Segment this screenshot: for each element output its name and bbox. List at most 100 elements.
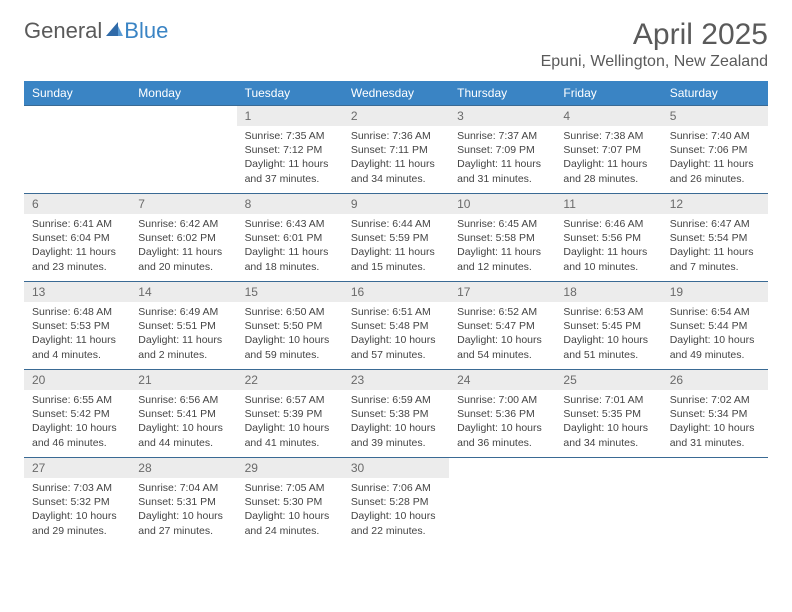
daylight-text: Daylight: 11 hours and 23 minutes. xyxy=(32,245,122,273)
day-number: 17 xyxy=(449,282,555,302)
calendar-cell xyxy=(449,458,555,546)
day-details: Sunrise: 6:46 AMSunset: 5:56 PMDaylight:… xyxy=(555,214,661,280)
sunrise-text: Sunrise: 7:37 AM xyxy=(457,129,547,143)
day-number: 30 xyxy=(343,458,449,478)
sunset-text: Sunset: 7:09 PM xyxy=(457,143,547,157)
day-number: 20 xyxy=(24,370,130,390)
calendar-cell: 23Sunrise: 6:59 AMSunset: 5:38 PMDayligh… xyxy=(343,370,449,458)
day-number: 15 xyxy=(237,282,343,302)
day-details: Sunrise: 6:47 AMSunset: 5:54 PMDaylight:… xyxy=(662,214,768,280)
daylight-text: Daylight: 10 hours and 22 minutes. xyxy=(351,509,441,537)
sunrise-text: Sunrise: 6:46 AM xyxy=(563,217,653,231)
brand-text-part1: General xyxy=(24,18,102,44)
sunset-text: Sunset: 5:58 PM xyxy=(457,231,547,245)
sunset-text: Sunset: 5:41 PM xyxy=(138,407,228,421)
sunset-text: Sunset: 5:31 PM xyxy=(138,495,228,509)
day-details: Sunrise: 6:50 AMSunset: 5:50 PMDaylight:… xyxy=(237,302,343,368)
calendar-cell: 4Sunrise: 7:38 AMSunset: 7:07 PMDaylight… xyxy=(555,106,661,194)
calendar-cell: 28Sunrise: 7:04 AMSunset: 5:31 PMDayligh… xyxy=(130,458,236,546)
sunset-text: Sunset: 7:12 PM xyxy=(245,143,335,157)
sunrise-text: Sunrise: 6:50 AM xyxy=(245,305,335,319)
sunrise-text: Sunrise: 7:02 AM xyxy=(670,393,760,407)
calendar-cell: 30Sunrise: 7:06 AMSunset: 5:28 PMDayligh… xyxy=(343,458,449,546)
sunset-text: Sunset: 5:54 PM xyxy=(670,231,760,245)
weekday-header: Monday xyxy=(130,81,236,106)
sunrise-text: Sunrise: 6:47 AM xyxy=(670,217,760,231)
daylight-text: Daylight: 11 hours and 26 minutes. xyxy=(670,157,760,185)
sunrise-text: Sunrise: 6:55 AM xyxy=(32,393,122,407)
location-text: Epuni, Wellington, New Zealand xyxy=(541,53,768,71)
sunset-text: Sunset: 5:51 PM xyxy=(138,319,228,333)
daylight-text: Daylight: 10 hours and 57 minutes. xyxy=(351,333,441,361)
calendar-cell: 17Sunrise: 6:52 AMSunset: 5:47 PMDayligh… xyxy=(449,282,555,370)
sunset-text: Sunset: 5:36 PM xyxy=(457,407,547,421)
daylight-text: Daylight: 10 hours and 39 minutes. xyxy=(351,421,441,449)
day-number: 28 xyxy=(130,458,236,478)
day-details: Sunrise: 7:00 AMSunset: 5:36 PMDaylight:… xyxy=(449,390,555,456)
day-number: 27 xyxy=(24,458,130,478)
calendar-cell: 25Sunrise: 7:01 AMSunset: 5:35 PMDayligh… xyxy=(555,370,661,458)
day-details: Sunrise: 7:02 AMSunset: 5:34 PMDaylight:… xyxy=(662,390,768,456)
calendar-cell: 6Sunrise: 6:41 AMSunset: 6:04 PMDaylight… xyxy=(24,194,130,282)
sunset-text: Sunset: 5:35 PM xyxy=(563,407,653,421)
daylight-text: Daylight: 11 hours and 28 minutes. xyxy=(563,157,653,185)
daylight-text: Daylight: 10 hours and 46 minutes. xyxy=(32,421,122,449)
sunset-text: Sunset: 5:32 PM xyxy=(32,495,122,509)
day-number: 4 xyxy=(555,106,661,126)
daylight-text: Daylight: 11 hours and 7 minutes. xyxy=(670,245,760,273)
day-number: 12 xyxy=(662,194,768,214)
day-details: Sunrise: 7:40 AMSunset: 7:06 PMDaylight:… xyxy=(662,126,768,192)
sunrise-text: Sunrise: 7:06 AM xyxy=(351,481,441,495)
sunrise-text: Sunrise: 7:01 AM xyxy=(563,393,653,407)
day-details: Sunrise: 6:54 AMSunset: 5:44 PMDaylight:… xyxy=(662,302,768,368)
sunset-text: Sunset: 6:04 PM xyxy=(32,231,122,245)
sunrise-text: Sunrise: 6:49 AM xyxy=(138,305,228,319)
daylight-text: Daylight: 10 hours and 51 minutes. xyxy=(563,333,653,361)
day-number: 19 xyxy=(662,282,768,302)
calendar-cell: 21Sunrise: 6:56 AMSunset: 5:41 PMDayligh… xyxy=(130,370,236,458)
day-number: 5 xyxy=(662,106,768,126)
sunrise-text: Sunrise: 6:54 AM xyxy=(670,305,760,319)
calendar-cell: 26Sunrise: 7:02 AMSunset: 5:34 PMDayligh… xyxy=(662,370,768,458)
day-details: Sunrise: 6:55 AMSunset: 5:42 PMDaylight:… xyxy=(24,390,130,456)
sunset-text: Sunset: 5:39 PM xyxy=(245,407,335,421)
calendar-cell: 2Sunrise: 7:36 AMSunset: 7:11 PMDaylight… xyxy=(343,106,449,194)
calendar-cell: 1Sunrise: 7:35 AMSunset: 7:12 PMDaylight… xyxy=(237,106,343,194)
daylight-text: Daylight: 10 hours and 24 minutes. xyxy=(245,509,335,537)
sunrise-text: Sunrise: 7:00 AM xyxy=(457,393,547,407)
calendar-cell: 22Sunrise: 6:57 AMSunset: 5:39 PMDayligh… xyxy=(237,370,343,458)
day-details: Sunrise: 6:53 AMSunset: 5:45 PMDaylight:… xyxy=(555,302,661,368)
daylight-text: Daylight: 11 hours and 34 minutes. xyxy=(351,157,441,185)
day-details: Sunrise: 6:51 AMSunset: 5:48 PMDaylight:… xyxy=(343,302,449,368)
sunrise-text: Sunrise: 6:56 AM xyxy=(138,393,228,407)
calendar-week-row: 6Sunrise: 6:41 AMSunset: 6:04 PMDaylight… xyxy=(24,194,768,282)
day-number: 8 xyxy=(237,194,343,214)
day-details: Sunrise: 7:37 AMSunset: 7:09 PMDaylight:… xyxy=(449,126,555,192)
day-details: Sunrise: 6:41 AMSunset: 6:04 PMDaylight:… xyxy=(24,214,130,280)
calendar-table: SundayMondayTuesdayWednesdayThursdayFrid… xyxy=(24,81,768,546)
sunset-text: Sunset: 5:47 PM xyxy=(457,319,547,333)
sunrise-text: Sunrise: 6:43 AM xyxy=(245,217,335,231)
sunrise-text: Sunrise: 6:52 AM xyxy=(457,305,547,319)
daylight-text: Daylight: 10 hours and 41 minutes. xyxy=(245,421,335,449)
day-number: 9 xyxy=(343,194,449,214)
sunset-text: Sunset: 5:45 PM xyxy=(563,319,653,333)
daylight-text: Daylight: 10 hours and 49 minutes. xyxy=(670,333,760,361)
calendar-cell: 9Sunrise: 6:44 AMSunset: 5:59 PMDaylight… xyxy=(343,194,449,282)
daylight-text: Daylight: 11 hours and 37 minutes. xyxy=(245,157,335,185)
day-number: 24 xyxy=(449,370,555,390)
calendar-week-row: 1Sunrise: 7:35 AMSunset: 7:12 PMDaylight… xyxy=(24,106,768,194)
day-details: Sunrise: 7:05 AMSunset: 5:30 PMDaylight:… xyxy=(237,478,343,544)
sunset-text: Sunset: 5:56 PM xyxy=(563,231,653,245)
weekday-header: Wednesday xyxy=(343,81,449,106)
day-number: 16 xyxy=(343,282,449,302)
calendar-cell: 3Sunrise: 7:37 AMSunset: 7:09 PMDaylight… xyxy=(449,106,555,194)
sunset-text: Sunset: 5:44 PM xyxy=(670,319,760,333)
day-number: 13 xyxy=(24,282,130,302)
day-number: 29 xyxy=(237,458,343,478)
daylight-text: Daylight: 10 hours and 34 minutes. xyxy=(563,421,653,449)
calendar-week-row: 27Sunrise: 7:03 AMSunset: 5:32 PMDayligh… xyxy=(24,458,768,546)
day-details: Sunrise: 7:01 AMSunset: 5:35 PMDaylight:… xyxy=(555,390,661,456)
calendar-cell: 15Sunrise: 6:50 AMSunset: 5:50 PMDayligh… xyxy=(237,282,343,370)
day-details: Sunrise: 6:48 AMSunset: 5:53 PMDaylight:… xyxy=(24,302,130,368)
